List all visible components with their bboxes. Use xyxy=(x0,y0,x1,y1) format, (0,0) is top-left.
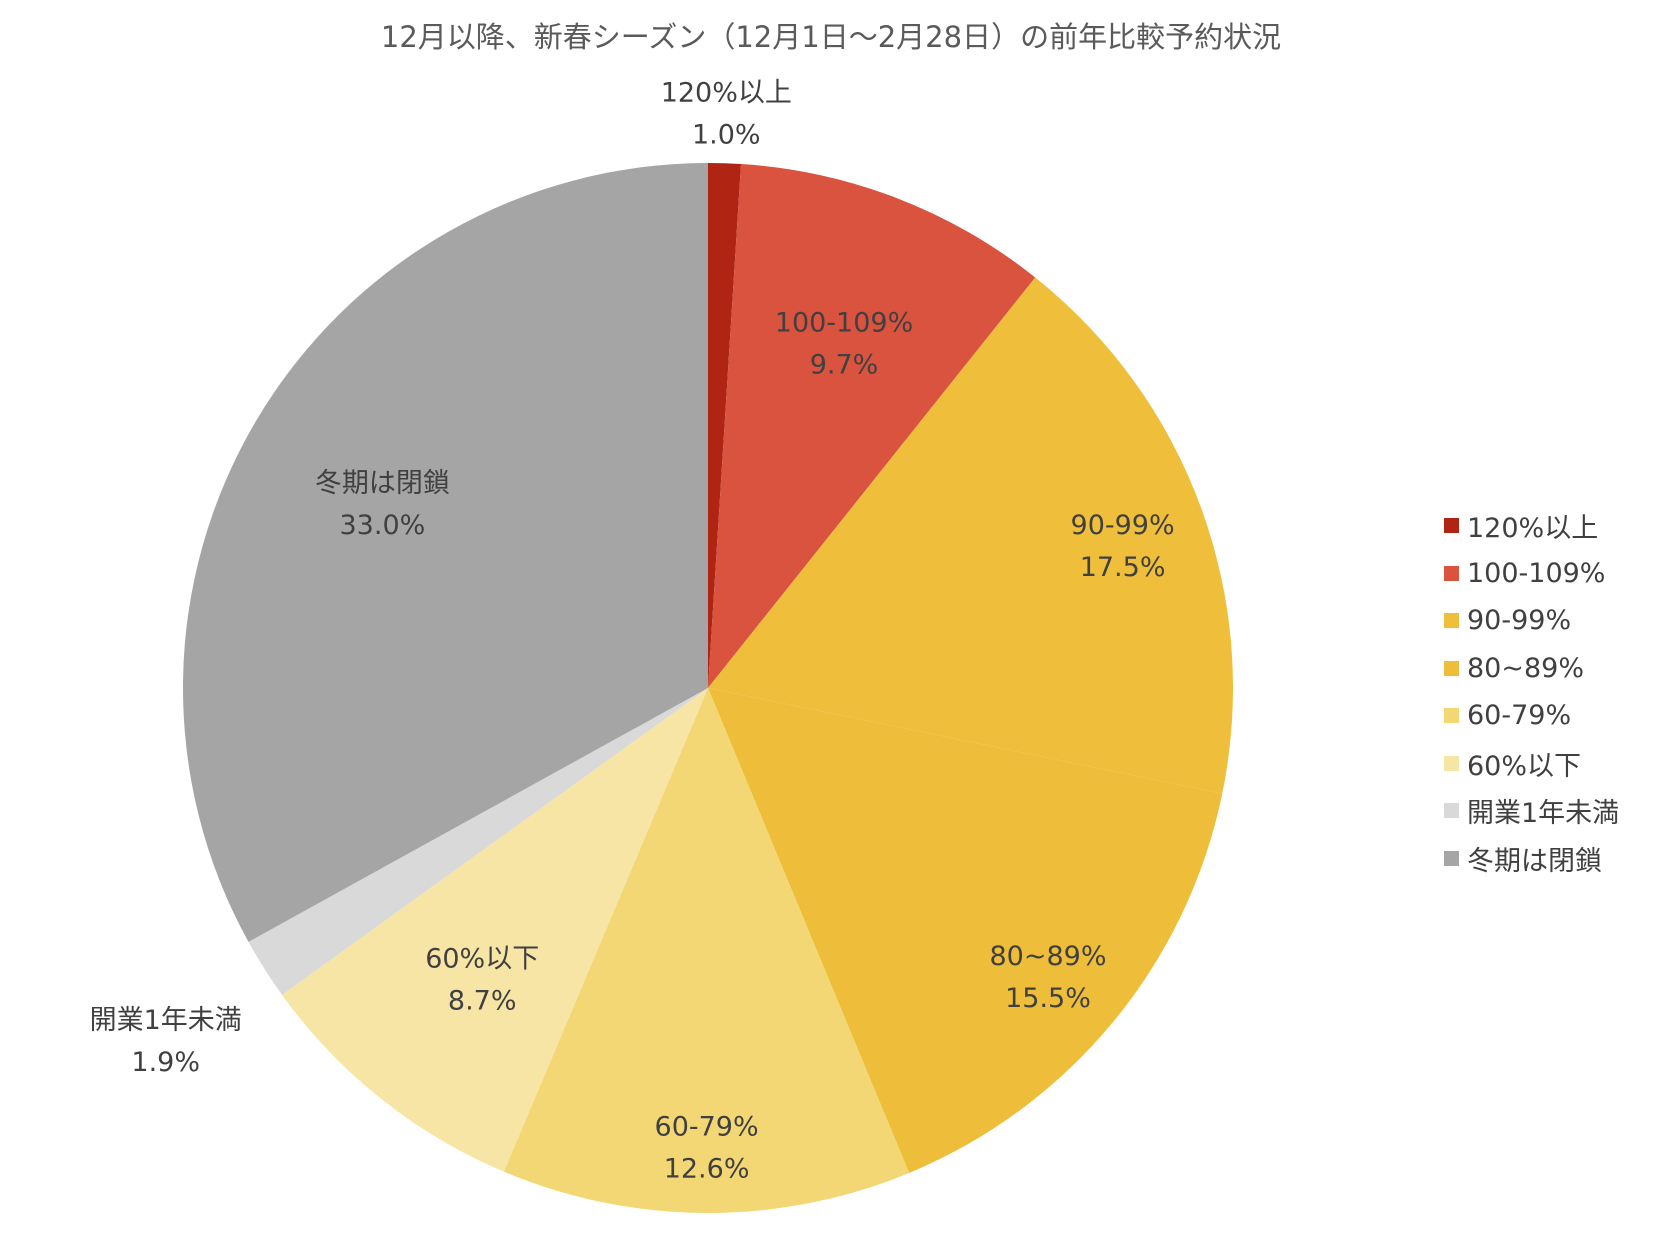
legend: 120%以上 100-109% 90-99% 80~89% 60-79% 60%以下開業1… xyxy=(1444,502,1619,882)
legend-item: 80~89% xyxy=(1444,645,1619,693)
legend-label: 120%以上 xyxy=(1467,513,1599,545)
pie-slice-90-99 xyxy=(708,277,1234,794)
legend-swatch xyxy=(1444,755,1459,771)
legend-item: 100-109% xyxy=(1444,550,1619,598)
legend-swatch xyxy=(1444,613,1459,629)
legend-label: 60%以下 xyxy=(1467,750,1582,782)
legend-swatch xyxy=(1444,565,1459,581)
slice-value-label: 8.7% xyxy=(448,985,517,1016)
legend-label: 開業1年未満 xyxy=(1467,798,1620,830)
pie-slice-1 xyxy=(248,688,708,995)
legend-swatch xyxy=(1444,803,1459,819)
chart-title: 12月以降、新春シーズン（12月1日〜2月28日）の前年比較予約状況 xyxy=(380,20,1282,54)
legend-item: 開業1年未満 xyxy=(1444,787,1619,835)
legend-swatch xyxy=(1444,708,1459,724)
pie-slice-60 xyxy=(282,688,708,1172)
slice-category-label: 100-109% xyxy=(775,307,913,338)
legend-item: 120%以上 xyxy=(1444,502,1619,550)
slice-category-label: 60%以下 xyxy=(425,943,539,974)
pie-slice-60-79 xyxy=(503,688,910,1214)
legend-label: 60-79% xyxy=(1467,700,1572,732)
pie-slice-80-89 xyxy=(708,688,1223,1173)
legend-swatch xyxy=(1444,850,1459,866)
slice-labels: 120%以上 1.0% 100-109% 9.7% 90-99% 17.5% 80~89% 1… xyxy=(90,78,1175,1185)
legend-swatch xyxy=(1444,660,1459,676)
slice-category-label: 90-99% xyxy=(1071,510,1175,541)
legend-swatch xyxy=(1444,518,1459,534)
legend-item: 60-79% xyxy=(1444,692,1619,740)
slice-category-label: 60-79% xyxy=(655,1112,759,1143)
slice-value-label: 1.9% xyxy=(131,1047,200,1078)
slice-value-label: 9.7% xyxy=(810,349,879,380)
legend-label: 80~89% xyxy=(1467,652,1584,684)
slice-category-label: 80~89% xyxy=(990,941,1107,972)
legend-item: 90-99% xyxy=(1444,597,1619,645)
legend-label: 100-109% xyxy=(1467,557,1606,589)
slice-value-label: 33.0% xyxy=(340,510,426,541)
slice-category-label: 冬期は閉鎖 xyxy=(315,468,450,499)
slice-value-label: 12.6% xyxy=(664,1154,750,1185)
legend-label: 冬期は閉鎖 xyxy=(1467,845,1602,877)
pie-slice-100-109 xyxy=(708,164,1036,689)
slice-value-label: 1.0% xyxy=(692,120,761,151)
legend-label: 90-99% xyxy=(1467,605,1572,637)
legend-item: 60%以下 xyxy=(1444,740,1619,788)
slice-value-label: 17.5% xyxy=(1080,552,1166,583)
legend-item: 冬期は閉鎖 xyxy=(1444,835,1619,883)
slice-value-label: 15.5% xyxy=(1005,983,1091,1014)
slice-category-label: 120%以上 xyxy=(661,78,792,109)
pie-slice-120 xyxy=(708,163,741,688)
pie-slices xyxy=(182,163,1234,1214)
pie-slice-item-7 xyxy=(182,163,709,942)
slice-category-label: 開業1年未満 xyxy=(90,1005,242,1036)
